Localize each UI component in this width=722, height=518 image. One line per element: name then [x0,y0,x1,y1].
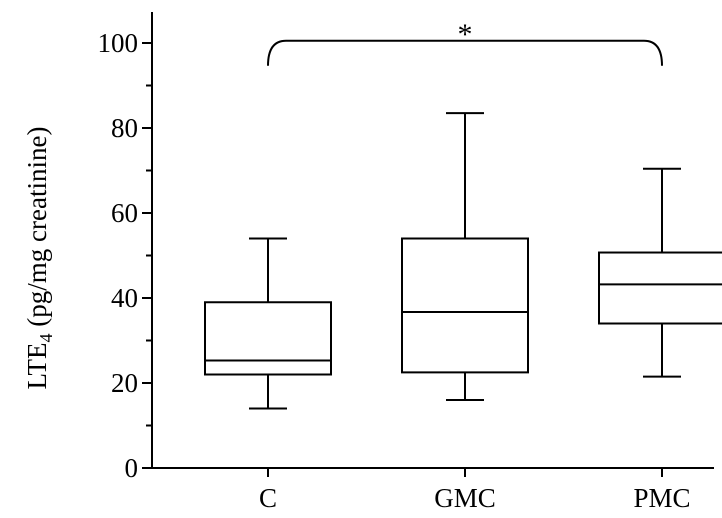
y-tick-label: 100 [98,28,139,58]
y-axis-title-main: LTE [22,342,52,389]
y-tick-label: 60 [111,198,138,228]
y-axis-title-unit: (pg/mg creatinine) [22,127,52,334]
significance-bracket: * [267,18,663,66]
axes [151,12,714,469]
y-axis-title: LTE4 (pg/mg creatinine) [22,127,56,390]
y-tick-label: 0 [125,453,139,483]
x-axis-ticks: C GMC PMC [259,468,691,513]
significance-label: * [458,18,473,51]
interquartile-box [598,251,722,325]
x-tick-label: C [259,483,277,513]
y-tick-label: 20 [111,368,138,398]
box-c [204,237,332,410]
y-tick-label: 40 [111,283,138,313]
box-pmc [598,167,722,378]
x-tick-label: PMC [633,483,690,513]
y-axis-ticks: 0 20 40 60 80 100 [98,28,152,483]
y-axis-title-subscript: 4 [36,333,56,342]
box-gmc [401,112,529,401]
y-tick-label: 80 [111,113,138,143]
interquartile-box [401,237,529,374]
x-tick-label: GMC [434,483,496,513]
box-series [204,112,722,410]
interquartile-box [204,301,332,376]
significance-bracket-line [267,39,663,66]
